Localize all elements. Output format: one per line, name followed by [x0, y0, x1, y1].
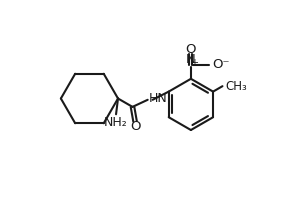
Text: N: N [186, 53, 196, 66]
Text: CH₃: CH₃ [225, 80, 247, 93]
Text: O⁻: O⁻ [213, 58, 230, 71]
Text: NH₂: NH₂ [104, 116, 128, 129]
Text: O: O [186, 43, 196, 56]
Text: O: O [130, 120, 140, 133]
Text: +: + [190, 58, 198, 68]
Text: HN: HN [149, 92, 168, 105]
